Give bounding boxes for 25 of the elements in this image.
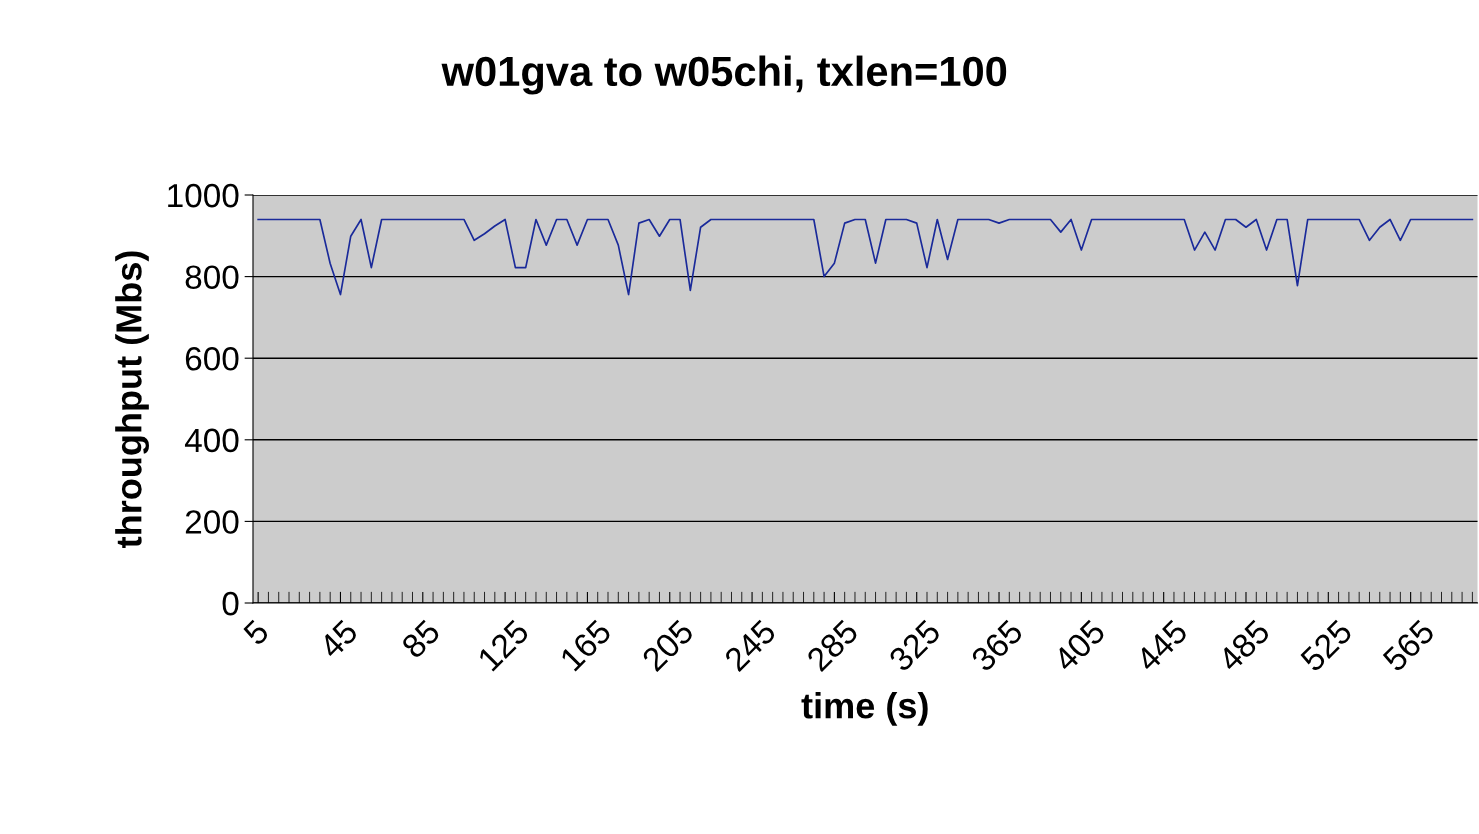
x-tick-label: 5 bbox=[242, 618, 271, 647]
x-tick-label: 45 bbox=[317, 618, 359, 660]
x-tick-label: 445 bbox=[1134, 618, 1189, 673]
x-tick-label: 325 bbox=[887, 618, 942, 673]
x-tick-label: 245 bbox=[723, 618, 778, 673]
y-tick-label: 400 bbox=[184, 428, 239, 453]
x-tick-label: 125 bbox=[476, 618, 531, 672]
x-tick-label: 365 bbox=[969, 618, 1025, 673]
x-tick-label: 405 bbox=[1051, 618, 1107, 673]
line-series bbox=[257, 218, 1474, 296]
x-tick-label: 165 bbox=[559, 618, 613, 672]
y-tick-label: 800 bbox=[185, 265, 239, 290]
y-tick-label: 200 bbox=[185, 510, 239, 534]
y-tick-label: 600 bbox=[185, 347, 239, 371]
x-tick-label: 85 bbox=[400, 618, 442, 660]
x-tick-label: 485 bbox=[1216, 618, 1271, 673]
chart-title: w01gva to w05chi, txlen=100 bbox=[441, 55, 1007, 95]
y-tick-label: 1000 bbox=[168, 183, 239, 208]
x-tick-label: 525 bbox=[1299, 618, 1354, 673]
x-tick-label: 285 bbox=[805, 618, 860, 673]
x-tick-label: 205 bbox=[640, 618, 695, 673]
x-tick-label: 565 bbox=[1381, 618, 1436, 673]
y-axis-title: throughput (Mbs) bbox=[115, 251, 149, 548]
y-tick-label: 0 bbox=[222, 591, 239, 616]
x-axis-title: time (s) bbox=[801, 692, 928, 726]
